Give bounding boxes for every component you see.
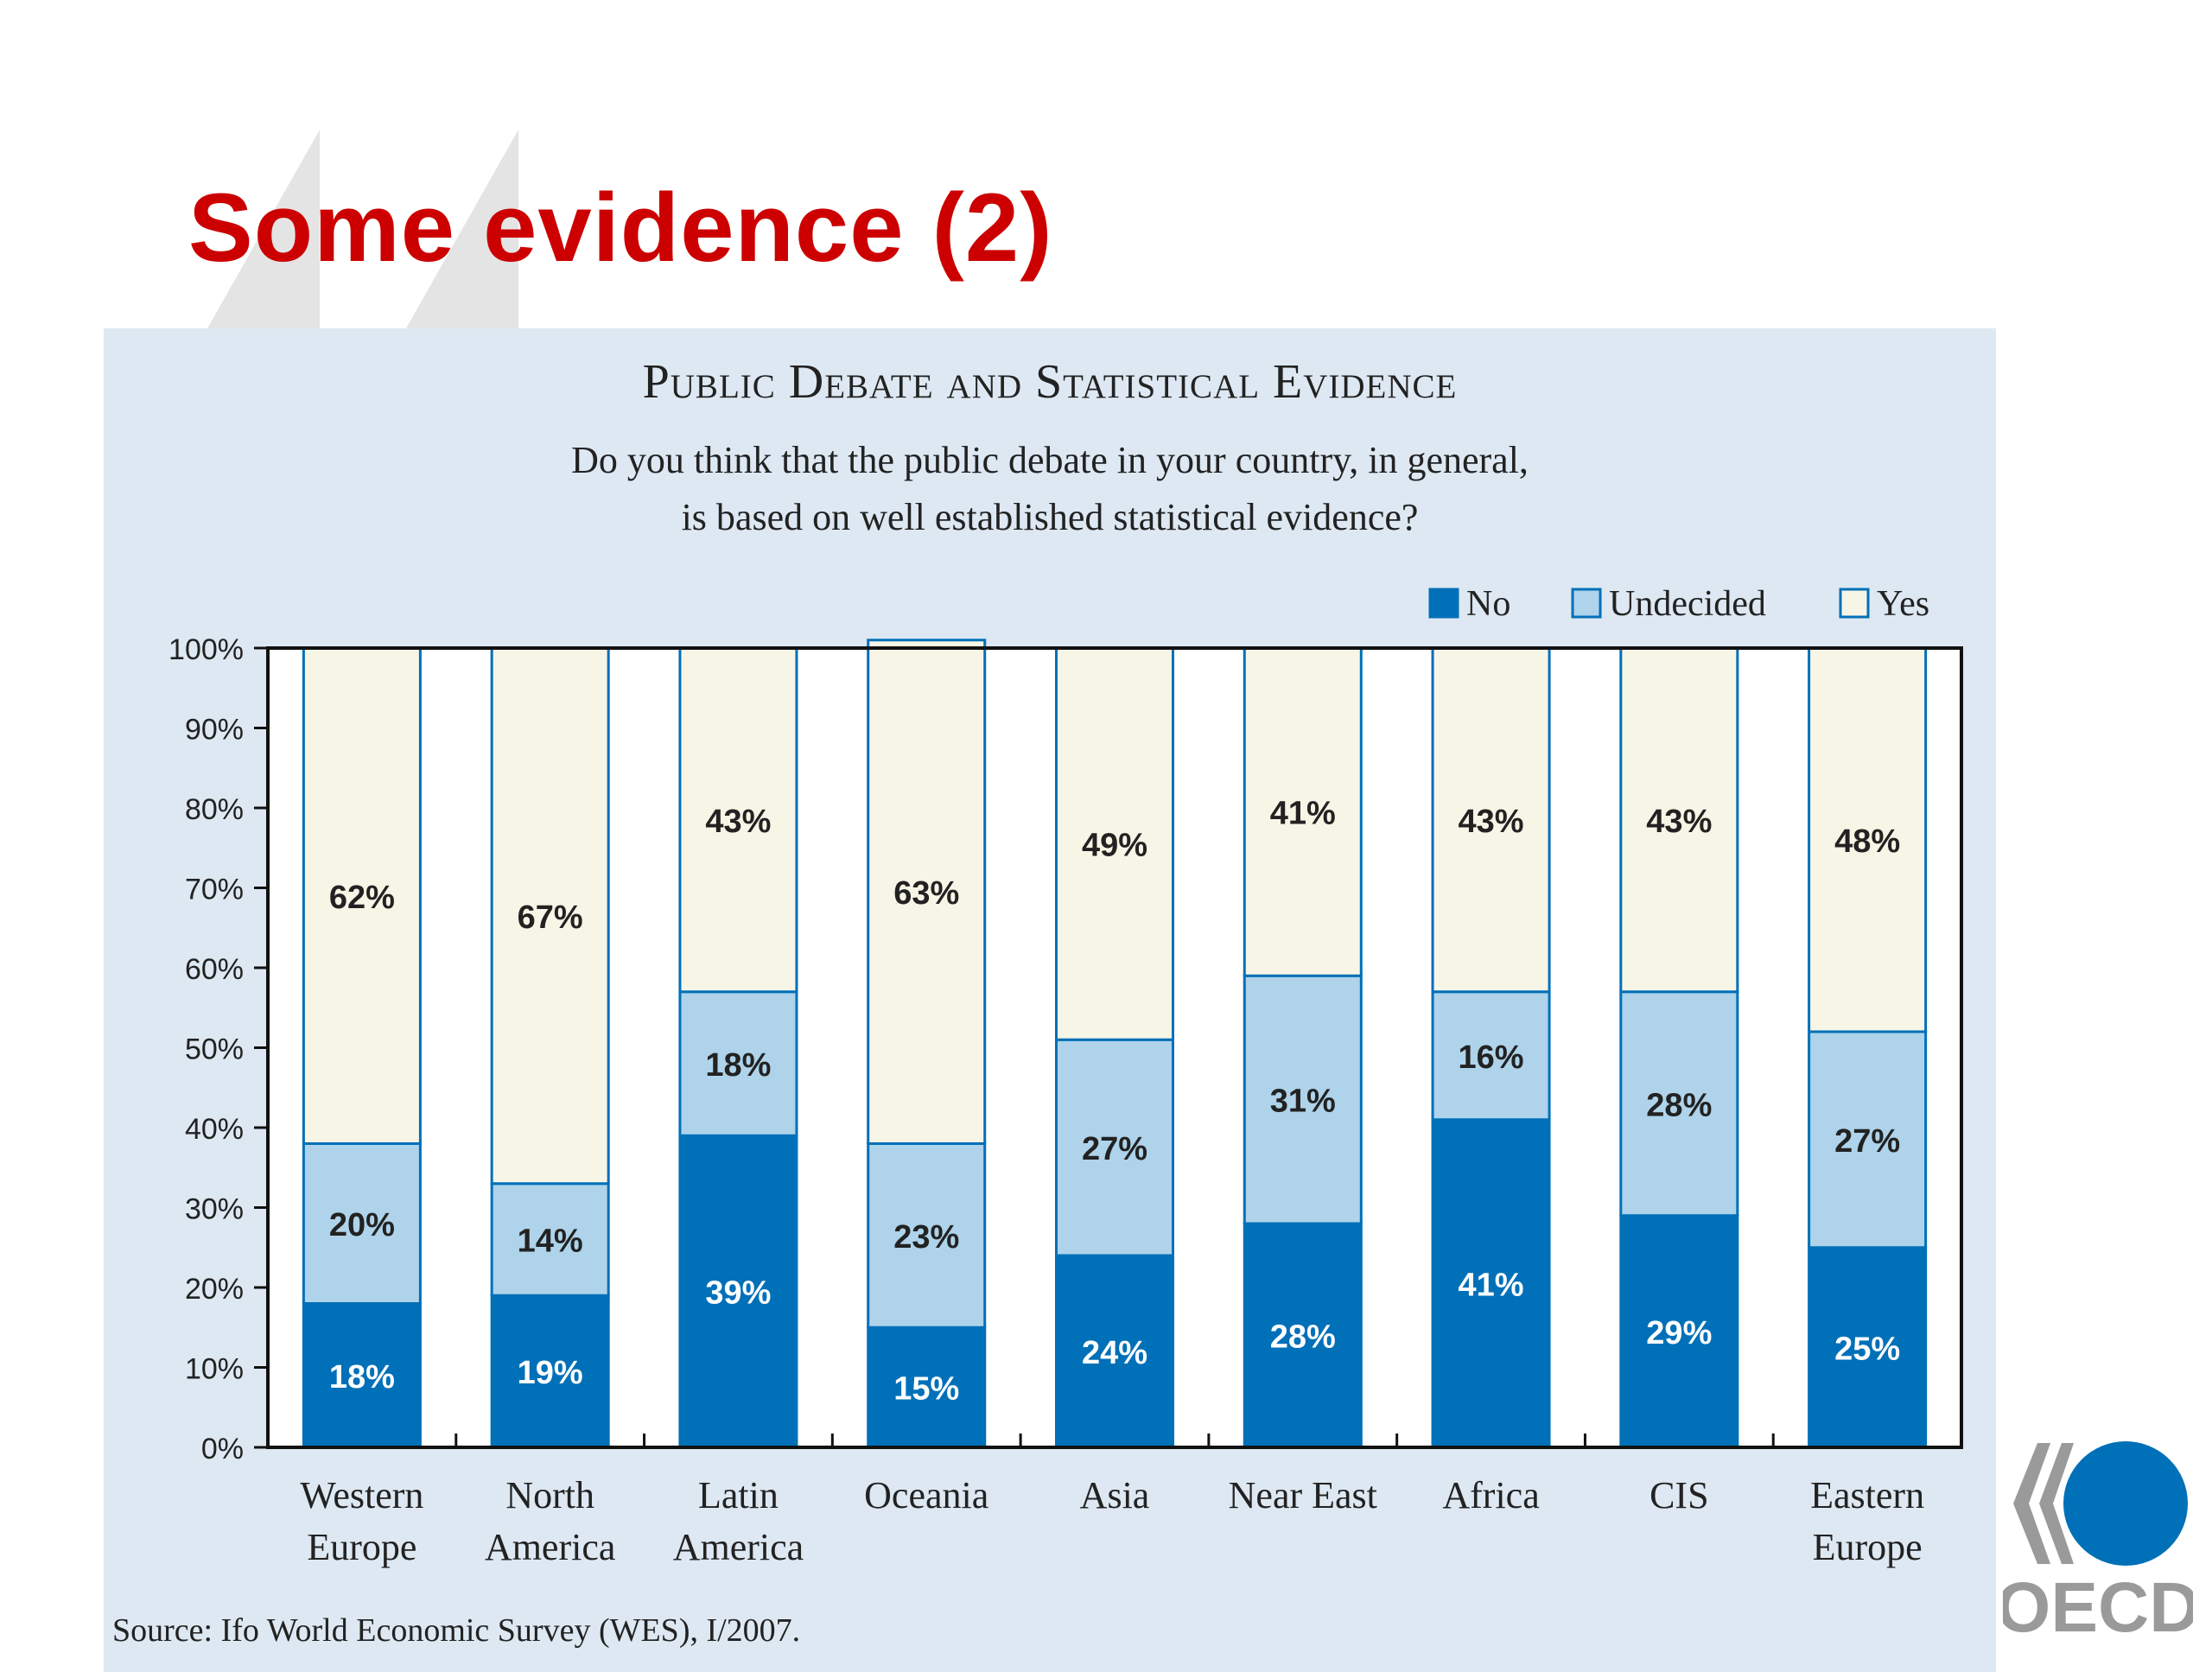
x-tick-label: Near East: [1229, 1474, 1377, 1516]
bar-yes-6: [1243, 646, 1363, 977]
oecd-logo-text: OECD: [2003, 1568, 2193, 1642]
y-tick-label: 50%: [185, 1033, 244, 1066]
data-label-no-6: 28%: [1270, 1319, 1336, 1356]
x-tick-label: America: [673, 1526, 804, 1568]
y-tick-label: 40%: [185, 1113, 244, 1146]
data-label-undecided-9: 27%: [1834, 1123, 1900, 1160]
data-label-no-4: 15%: [893, 1371, 959, 1408]
bar-no-5: [1054, 1254, 1175, 1449]
bar-undecided-9: [1808, 1030, 1928, 1249]
data-label-undecided-4: 23%: [893, 1219, 959, 1256]
legend-swatch-no: [1428, 588, 1459, 619]
legend-label-no: No: [1466, 584, 1510, 624]
x-tick-label: North: [505, 1474, 594, 1516]
y-tick-label: 20%: [185, 1273, 244, 1306]
bar-undecided-5: [1054, 1038, 1175, 1257]
data-label-no-1: 18%: [329, 1359, 395, 1395]
bar-no-2: [490, 1294, 610, 1449]
bar-yes-9: [1808, 646, 1928, 1033]
data-label-yes-2: 67%: [518, 900, 583, 936]
data-label-no-3: 39%: [705, 1275, 771, 1312]
data-label-undecided-8: 28%: [1646, 1087, 1712, 1123]
legend-swatch-undecided: [1571, 588, 1602, 619]
legend-swatch-yes: [1839, 588, 1870, 619]
x-tick-label: Latin: [698, 1474, 779, 1516]
y-tick-label: 0%: [201, 1433, 244, 1465]
bar-no-7: [1431, 1118, 1551, 1449]
data-label-yes-9: 48%: [1834, 823, 1900, 860]
x-tick-label: Eastern: [1810, 1474, 1924, 1516]
bar-yes-8: [1619, 646, 1739, 994]
y-tick-label: 60%: [185, 953, 244, 986]
data-label-no-5: 24%: [1082, 1335, 1147, 1371]
chart-source: Source: Ifo World Economic Survey (WES),…: [112, 1612, 801, 1649]
y-tick-label: 80%: [185, 793, 244, 826]
quote-mark-decoration: [207, 130, 518, 328]
data-label-undecided-2: 14%: [518, 1224, 583, 1260]
data-label-undecided-5: 27%: [1082, 1131, 1147, 1167]
legend-label-undecided: Undecided: [1609, 584, 1766, 624]
data-label-yes-4: 63%: [893, 875, 959, 912]
bar-yes-5: [1054, 646, 1175, 1041]
data-label-undecided-1: 20%: [329, 1207, 395, 1243]
data-label-undecided-3: 18%: [705, 1047, 771, 1084]
bar-yes-7: [1431, 646, 1551, 994]
y-tick-label: 30%: [185, 1193, 244, 1226]
x-tick-label: Europe: [307, 1526, 416, 1568]
data-label-undecided-6: 31%: [1270, 1084, 1336, 1120]
bar-yes-1: [302, 646, 422, 1145]
data-label-no-9: 25%: [1834, 1331, 1900, 1367]
data-label-yes-3: 43%: [705, 804, 771, 840]
x-tick-label: Oceania: [864, 1474, 988, 1516]
legend-label-yes: Yes: [1877, 584, 1929, 624]
x-tick-label: Asia: [1080, 1474, 1150, 1516]
x-tick-label: CIS: [1649, 1474, 1708, 1516]
data-label-no-2: 19%: [518, 1355, 583, 1391]
bar-undecided-6: [1243, 974, 1363, 1225]
chart-panel: Public Debate and Statistical Evidence D…: [104, 328, 1996, 1672]
data-label-yes-6: 41%: [1270, 796, 1336, 832]
data-label-yes-5: 49%: [1082, 828, 1147, 864]
bar-yes-4: [867, 639, 987, 1145]
data-label-undecided-7: 16%: [1459, 1039, 1524, 1076]
bar-no-1: [302, 1302, 422, 1449]
bar-yes-2: [490, 646, 610, 1186]
bar-undecided-4: [867, 1142, 987, 1329]
x-tick-label: America: [485, 1526, 615, 1568]
y-tick-label: 90%: [185, 714, 244, 747]
chart-subtitle-line-2: is based on well established statistical…: [681, 496, 1419, 538]
y-tick-label: 10%: [185, 1353, 244, 1386]
bar-undecided-7: [1431, 990, 1551, 1122]
data-label-no-7: 41%: [1459, 1267, 1524, 1303]
data-label-yes-8: 43%: [1646, 804, 1712, 840]
bar-undecided-3: [678, 990, 798, 1137]
slide-title: Some evidence (2): [188, 174, 1053, 282]
chart-title: Public Debate and Statistical Evidence: [642, 355, 1458, 409]
x-tick-label: Europe: [1813, 1526, 1923, 1568]
chart-subtitle-line-1: Do you think that the public debate in y…: [571, 439, 1529, 481]
x-tick-label: Africa: [1442, 1474, 1539, 1516]
stacked-bar-chart: 18% 20% 62% Western Europe 19% 14% 67% North Amer…: [168, 584, 1963, 1568]
chart-subtitle: Do you think that the public debate in y…: [104, 432, 1996, 546]
data-label-no-8: 29%: [1646, 1315, 1712, 1351]
data-label-yes-1: 62%: [329, 880, 395, 916]
oecd-logo: OECD: [2003, 1441, 2193, 1642]
bar-undecided-2: [490, 1182, 610, 1297]
y-tick-label: 100%: [168, 633, 244, 666]
y-tick-label: 70%: [185, 874, 244, 906]
x-tick-label: Western: [300, 1474, 423, 1516]
data-label-yes-7: 43%: [1459, 804, 1524, 840]
bar-undecided-8: [1619, 990, 1739, 1217]
bar-yes-3: [678, 646, 798, 994]
